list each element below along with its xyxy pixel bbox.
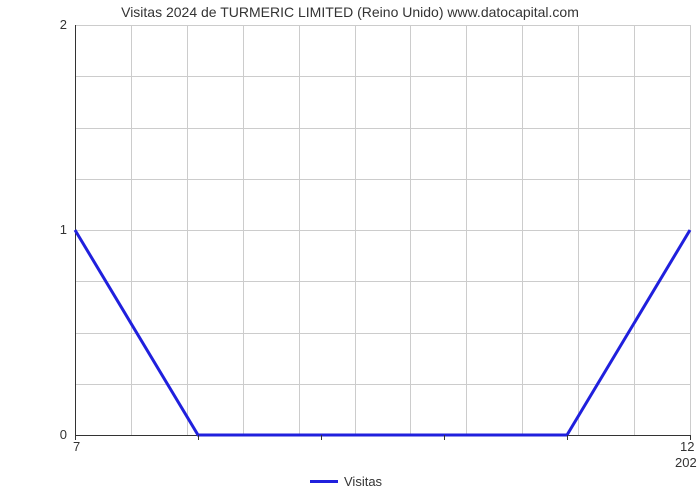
series-line <box>75 25 690 435</box>
x-tick-label-right-top: 12 <box>680 439 694 454</box>
chart-title: Visitas 2024 de TURMERIC LIMITED (Reino … <box>0 4 700 20</box>
x-tick-mark <box>198 435 199 440</box>
y-tick-label: 1 <box>37 222 67 237</box>
x-tick-mark <box>321 435 322 440</box>
legend-swatch <box>310 480 338 483</box>
y-tick-label: 0 <box>37 427 67 442</box>
y-tick-label: 2 <box>37 17 67 32</box>
plot-area <box>75 25 690 435</box>
x-tick-label-left: 7 <box>73 439 80 454</box>
x-tick-label-right-bottom: 202 <box>675 455 697 470</box>
grid-line-vertical <box>690 25 691 435</box>
legend: Visitas <box>310 474 382 489</box>
x-tick-mark <box>444 435 445 440</box>
legend-label: Visitas <box>344 474 382 489</box>
x-tick-mark <box>567 435 568 440</box>
